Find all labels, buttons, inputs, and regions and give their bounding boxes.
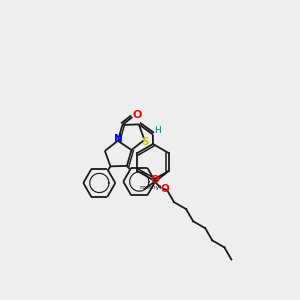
Text: O: O [133,110,142,120]
Text: H: H [154,126,161,135]
Text: O: O [150,175,159,185]
Text: O: O [160,184,169,194]
Text: N: N [115,134,123,144]
Text: S: S [142,137,149,147]
Text: methyl: methyl [140,185,162,190]
